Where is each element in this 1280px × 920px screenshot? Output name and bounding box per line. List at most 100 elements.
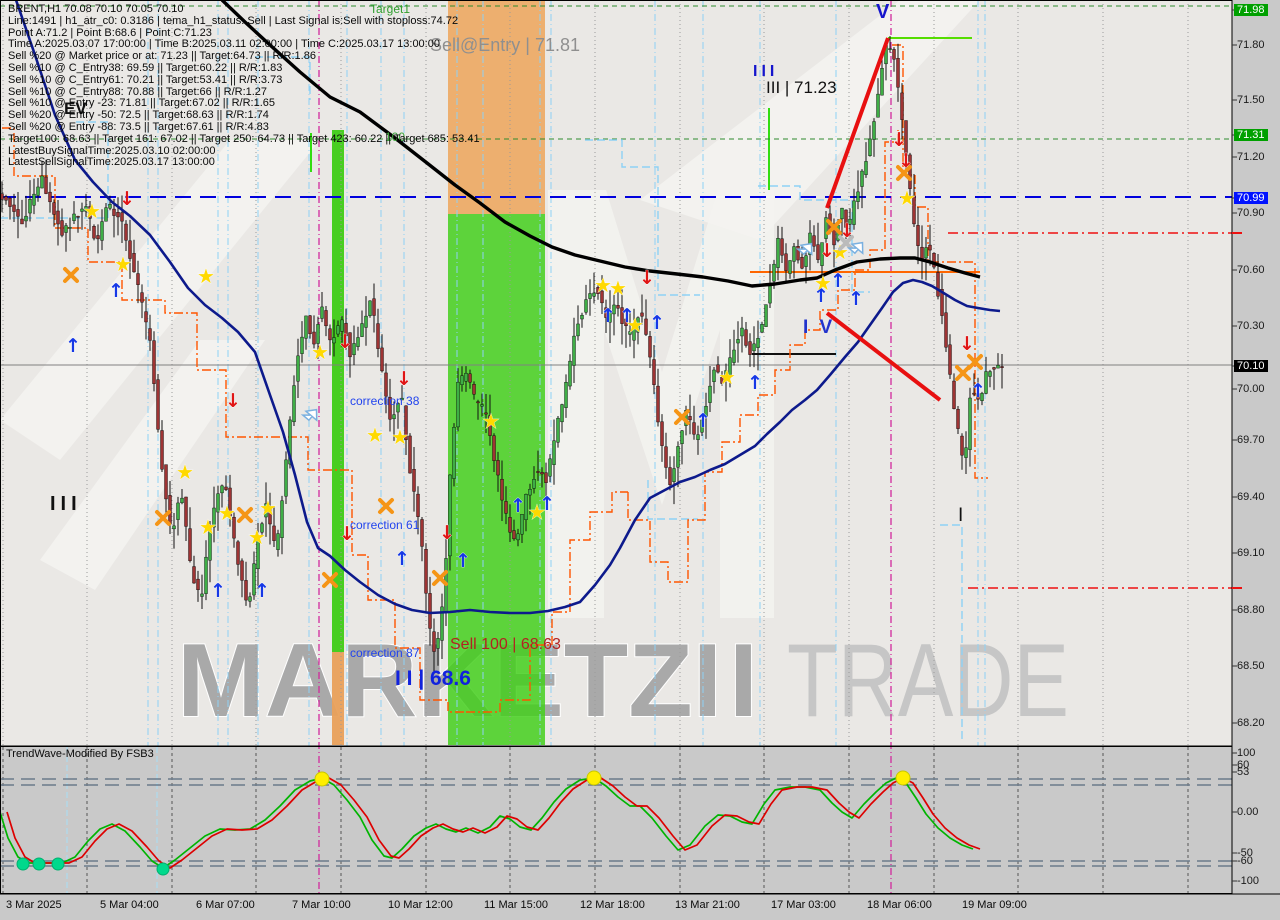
oscillator-trough-dot bbox=[16, 857, 30, 871]
time-axis-label: 10 Mar 12:00 bbox=[388, 899, 453, 911]
buy-arrow-icon: ↑ bbox=[254, 580, 270, 602]
star-signal-icon: ★ bbox=[482, 409, 500, 433]
candlesticks bbox=[0, 35, 1004, 675]
correction-38-label: correction 38 bbox=[350, 394, 420, 408]
price-axis-label: 70.10 bbox=[1234, 360, 1268, 372]
oscillator-axis-label: 53 bbox=[1237, 766, 1250, 778]
buy-arrow-icon: ↑ bbox=[210, 580, 226, 602]
wave-i-label: I bbox=[958, 505, 964, 526]
star-signal-icon: ★ bbox=[718, 365, 736, 389]
oscillator-axis-label: 100 bbox=[1237, 747, 1256, 759]
price-axis-label: 70.30 bbox=[1237, 320, 1265, 332]
star-signal-icon: ★ bbox=[626, 313, 644, 337]
time-axis-label: 13 Mar 21:00 bbox=[675, 899, 740, 911]
price-axis-label: 68.20 bbox=[1237, 717, 1265, 729]
correction-87-label: correction 87 bbox=[350, 646, 420, 660]
info-line: Sell %20 @ Entry -88: 73.5 || Target:67.… bbox=[8, 120, 269, 133]
oscillator-axis-label: 60 bbox=[1237, 759, 1250, 771]
info-line: Sell %10 @ C_Entry38: 69.59 || Target:60… bbox=[8, 61, 283, 74]
star-signal-icon: ★ bbox=[528, 500, 546, 524]
star-signal-icon: ★ bbox=[218, 501, 236, 525]
sell-arrow-icon: ↓ bbox=[891, 129, 907, 151]
sell-arrow-icon: ↓ bbox=[959, 333, 975, 355]
x-mark-icon bbox=[955, 365, 971, 381]
watermark-text-right: TRADE bbox=[787, 623, 1069, 739]
price-axis-label: 71.98 bbox=[1234, 4, 1268, 16]
price-axis-label: 71.20 bbox=[1237, 151, 1265, 163]
price-axis-label: 70.90 bbox=[1237, 207, 1265, 219]
price-axis-label: 68.80 bbox=[1237, 604, 1265, 616]
price-axis-label: 70.60 bbox=[1237, 264, 1265, 276]
oscillator-peak-dot bbox=[895, 770, 911, 786]
oscillator-trough-dot bbox=[32, 857, 46, 871]
star-signal-icon: ★ bbox=[366, 423, 384, 447]
oscillator-axis-label: -60 bbox=[1237, 855, 1253, 867]
price-axis-label: 69.70 bbox=[1237, 434, 1265, 446]
price-axis-label: 70.00 bbox=[1237, 383, 1265, 395]
signal-band bbox=[448, 0, 545, 214]
info-line: Sell %20 @ Market price or at: 71.23 || … bbox=[8, 50, 316, 63]
sell-arrow-icon: ↓ bbox=[339, 523, 355, 545]
price-axis-label: 71.80 bbox=[1237, 39, 1265, 51]
buy-arrow-icon: ↑ bbox=[108, 280, 124, 302]
x-mark-icon bbox=[826, 219, 842, 235]
trend-line[interactable] bbox=[825, 37, 890, 209]
star-signal-icon: ★ bbox=[197, 264, 215, 288]
fibo-100-label: 100 bbox=[385, 130, 406, 144]
oscillator-trough-dot bbox=[51, 857, 65, 871]
time-axis-label: 3 Mar 2025 bbox=[6, 899, 62, 911]
star-signal-icon: ★ bbox=[248, 525, 266, 549]
x-mark-icon bbox=[674, 409, 690, 425]
star-signal-icon: ★ bbox=[176, 460, 194, 484]
x-mark-icon bbox=[63, 267, 79, 283]
sell-arrow-icon: ↓ bbox=[639, 267, 655, 289]
buy-arrow-icon: ↑ bbox=[830, 270, 846, 292]
signal-band bbox=[448, 214, 545, 745]
watermark-streak bbox=[640, 0, 980, 240]
price-axis-label: 71.31 bbox=[1234, 129, 1268, 141]
chart-info-block: BRENT,H1 70.08 70.10 70.05 70.10 Line:149… bbox=[8, 3, 480, 169]
buy-arrow-icon: ↑ bbox=[695, 410, 711, 432]
wave-iii-price-label: III | 71.23 bbox=[766, 78, 837, 97]
info-line: Sell %10 @ C_Entry88: 70.88 || Target:66… bbox=[8, 85, 268, 98]
envelope-line bbox=[940, 524, 963, 740]
star-signal-icon: ★ bbox=[259, 496, 277, 520]
time-axis-label: 6 Mar 07:00 bbox=[196, 899, 255, 911]
time-axis-label: 12 Mar 18:00 bbox=[580, 899, 645, 911]
oscillator-axis-label: -50 bbox=[1237, 847, 1253, 859]
info-line: Point A:71.2 | Point B:68.6 | Point C:71… bbox=[8, 26, 212, 39]
time-axis-label: 17 Mar 03:00 bbox=[771, 899, 836, 911]
trendwave-red-line bbox=[6, 777, 981, 869]
x-mark-icon bbox=[237, 507, 253, 523]
wave-v-label: V bbox=[876, 1, 890, 23]
price-axis-label: 71.50 bbox=[1237, 94, 1265, 106]
info-line: LatestSellSignalTime:2025.03.17 13:00:00 bbox=[8, 156, 215, 169]
x-mark-icon bbox=[896, 165, 912, 181]
x-mark-icon bbox=[838, 235, 854, 251]
info-line: LatestBuySignalTime:2025.03.10 02:00:00 bbox=[8, 144, 216, 157]
info-line: Sell %10 @ C_Entry61: 70.21 || Target:53… bbox=[8, 73, 283, 86]
time-axis-label: 19 Mar 09:00 bbox=[962, 899, 1027, 911]
buy-arrow-icon: ↑ bbox=[848, 288, 864, 310]
oscillator-peak-dot bbox=[586, 770, 602, 786]
sell-arrow-icon: ↓ bbox=[439, 522, 455, 544]
info-line: Sell %10 @ Entry -23: 71.81 || Target:67… bbox=[8, 97, 275, 110]
price-axis-label: 68.50 bbox=[1237, 660, 1265, 672]
time-axis-label: 5 Mar 04:00 bbox=[100, 899, 159, 911]
oscillator-peak-dot bbox=[314, 771, 330, 787]
sell-arrow-icon: ↓ bbox=[225, 390, 241, 412]
info-line: BRENT,H1 70.08 70.10 70.05 70.10 bbox=[8, 3, 184, 15]
buy-arrow-icon: ↑ bbox=[970, 380, 986, 402]
trend-line[interactable] bbox=[825, 311, 942, 402]
sell-arrow-icon: ↓ bbox=[337, 331, 353, 353]
wave-iv-label: I V bbox=[803, 317, 836, 338]
info-line: Target100: 68.63 || Target 161: 67.02 ||… bbox=[8, 132, 480, 145]
price-axis-label: 70.99 bbox=[1234, 192, 1268, 204]
indicator-subwindow[interactable] bbox=[0, 747, 1232, 893]
wave-iii-68.6-label: I I | 68.6 bbox=[395, 667, 471, 690]
ma-slow-line bbox=[14, 0, 1001, 615]
x-mark-icon bbox=[432, 570, 448, 586]
price-axis-label: 69.10 bbox=[1237, 547, 1265, 559]
